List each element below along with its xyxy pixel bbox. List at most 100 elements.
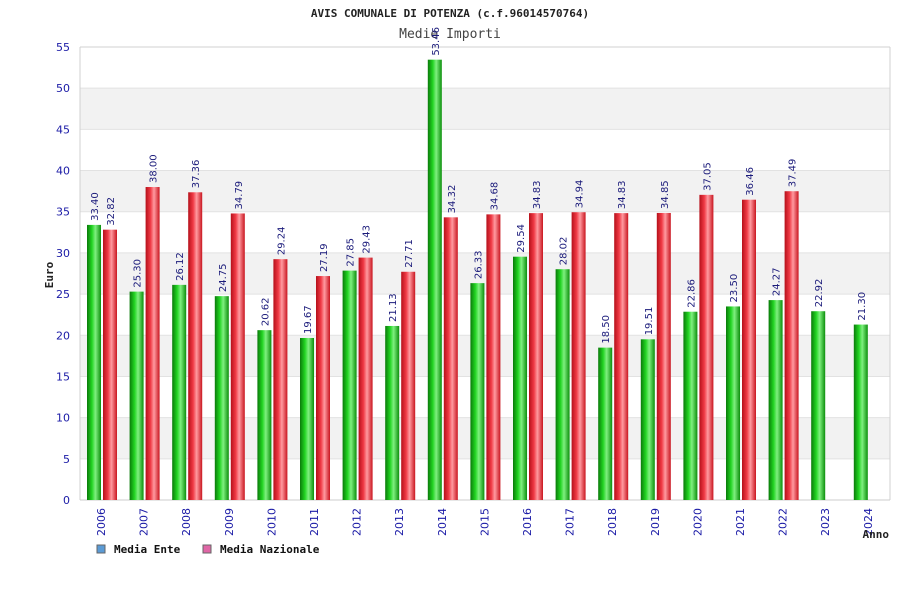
x-axis-label: Anno	[863, 528, 890, 541]
bar-media-nazionale	[273, 259, 288, 500]
bar-media-ente	[555, 269, 570, 500]
x-tick-label: 2022	[777, 508, 790, 536]
bar-media-nazionale	[316, 276, 330, 500]
bar-media-nazionale	[443, 217, 458, 500]
bar-media-nazionale	[656, 212, 671, 501]
x-tick-label: 2014	[436, 508, 449, 536]
bar-media-nazionale	[145, 187, 160, 500]
data-label-media-nazionale: 29.24	[276, 227, 287, 256]
data-label-media-nazionale: 29.43	[362, 225, 373, 254]
y-tick-label: 15	[56, 370, 70, 383]
data-label-media-ente: 26.33	[473, 250, 484, 279]
x-axis-ticks: 2006 2007 2008 2009 2010 2011 2012 2013 2014 2015…	[95, 508, 875, 536]
x-tick-label: 2010	[265, 508, 278, 536]
data-label-media-ente: 26.12	[175, 252, 186, 281]
bar-media-ente	[726, 306, 740, 500]
x-tick-label: 2023	[819, 508, 832, 536]
data-label-media-nazionale: 34.83	[532, 180, 543, 209]
data-label-media-nazionale: 34.68	[489, 182, 500, 211]
bar-media-ente	[853, 324, 868, 500]
bar-media-ente	[214, 296, 229, 500]
bar-media-nazionale	[742, 199, 756, 500]
bar-media-nazionale	[103, 229, 117, 500]
data-label-media-ente: 25.30	[133, 259, 144, 288]
bar-media-nazionale	[614, 213, 629, 501]
chart-subtitle: Medie Importi	[399, 27, 501, 42]
data-label-media-ente: 24.27	[772, 267, 783, 296]
x-tick-label: 2015	[478, 508, 491, 536]
data-label-media-ente: 27.85	[346, 238, 357, 267]
data-label-media-ente: 18.50	[601, 315, 612, 344]
y-axis-ticks: 0 5 10 15 20 25 30 35 40 45 50 55	[56, 41, 70, 507]
x-tick-label: 2018	[606, 508, 619, 536]
legend-label-media-nazionale: Media Nazionale	[220, 543, 320, 556]
y-tick-label: 10	[56, 412, 70, 425]
legend-swatch-media-ente	[96, 544, 106, 554]
x-tick-label: 2021	[734, 508, 747, 536]
x-tick-label: 2019	[649, 508, 662, 536]
data-label-media-ente: 19.67	[303, 305, 314, 334]
bar-media-ente	[640, 339, 655, 500]
y-tick-label: 40	[56, 165, 70, 178]
x-tick-label: 2007	[138, 508, 151, 536]
data-label-media-nazionale: 37.05	[702, 162, 713, 191]
legend-swatch-media-nazionale	[202, 544, 212, 554]
bar-media-nazionale	[188, 192, 203, 500]
data-label-media-nazionale: 34.94	[575, 180, 586, 209]
data-label-media-nazionale: 34.85	[660, 180, 671, 209]
y-tick-label: 55	[56, 41, 70, 54]
data-label-media-nazionale: 32.82	[106, 197, 117, 226]
data-label-media-nazionale: 36.46	[745, 167, 756, 196]
data-label-media-nazionale: 27.19	[319, 243, 330, 272]
data-label-media-nazionale: 34.79	[234, 181, 245, 210]
data-label-media-nazionale: 27.71	[404, 239, 415, 268]
bar-media-ente	[513, 256, 527, 500]
x-tick-label: 2013	[393, 508, 406, 536]
y-tick-label: 25	[56, 288, 70, 301]
bar-media-ente	[300, 337, 314, 500]
bar-media-ente	[385, 325, 400, 500]
data-label-media-ente: 22.92	[814, 279, 825, 308]
data-label-media-ente: 33.40	[90, 192, 101, 221]
y-tick-label: 5	[63, 453, 70, 466]
bar-media-ente	[257, 330, 272, 500]
y-tick-label: 45	[56, 123, 70, 136]
bar-media-ente	[598, 347, 613, 500]
bar-media-nazionale	[230, 213, 245, 500]
bar-media-ente	[811, 311, 826, 500]
bar-media-nazionale	[699, 194, 714, 501]
y-tick-label: 20	[56, 329, 70, 342]
legend-label-media-ente: Media Ente	[114, 543, 181, 556]
bar-media-ente	[683, 311, 698, 500]
data-label-media-ente: 23.50	[729, 274, 740, 303]
x-tick-label: 2012	[351, 508, 364, 536]
data-label-media-ente: 19.51	[644, 307, 655, 336]
bar-media-nazionale	[486, 214, 501, 500]
data-label-media-nazionale: 38.00	[149, 154, 160, 183]
x-tick-label: 2006	[95, 508, 108, 536]
bar-media-nazionale	[529, 213, 543, 501]
data-label-media-ente: 28.02	[559, 237, 570, 266]
data-label-media-nazionale: 34.32	[447, 185, 458, 214]
x-tick-label: 2024	[862, 508, 875, 536]
data-labels: 33.40 32.82 25.30 38.00 26.12 37.36 24.75 34.79…	[90, 27, 868, 344]
data-label-media-ente: 21.13	[388, 293, 399, 322]
grid-band	[80, 88, 890, 130]
bar-media-ente	[470, 283, 485, 500]
x-tick-label: 2008	[180, 508, 193, 536]
bar-media-ente	[768, 300, 783, 500]
y-tick-label: 50	[56, 82, 70, 95]
data-label-media-nazionale: 37.36	[191, 160, 202, 189]
bar-media-nazionale	[401, 271, 416, 500]
y-tick-label: 0	[63, 494, 70, 507]
data-label-media-ente: 24.75	[218, 264, 229, 293]
x-tick-label: 2020	[691, 508, 704, 536]
grid-band	[80, 47, 890, 89]
bar-media-ente	[427, 59, 442, 501]
y-tick-label: 30	[56, 247, 70, 260]
x-tick-label: 2016	[521, 508, 534, 536]
data-label-media-ente: 29.54	[516, 224, 527, 253]
y-tick-label: 35	[56, 206, 70, 219]
bar-media-nazionale	[358, 257, 373, 500]
